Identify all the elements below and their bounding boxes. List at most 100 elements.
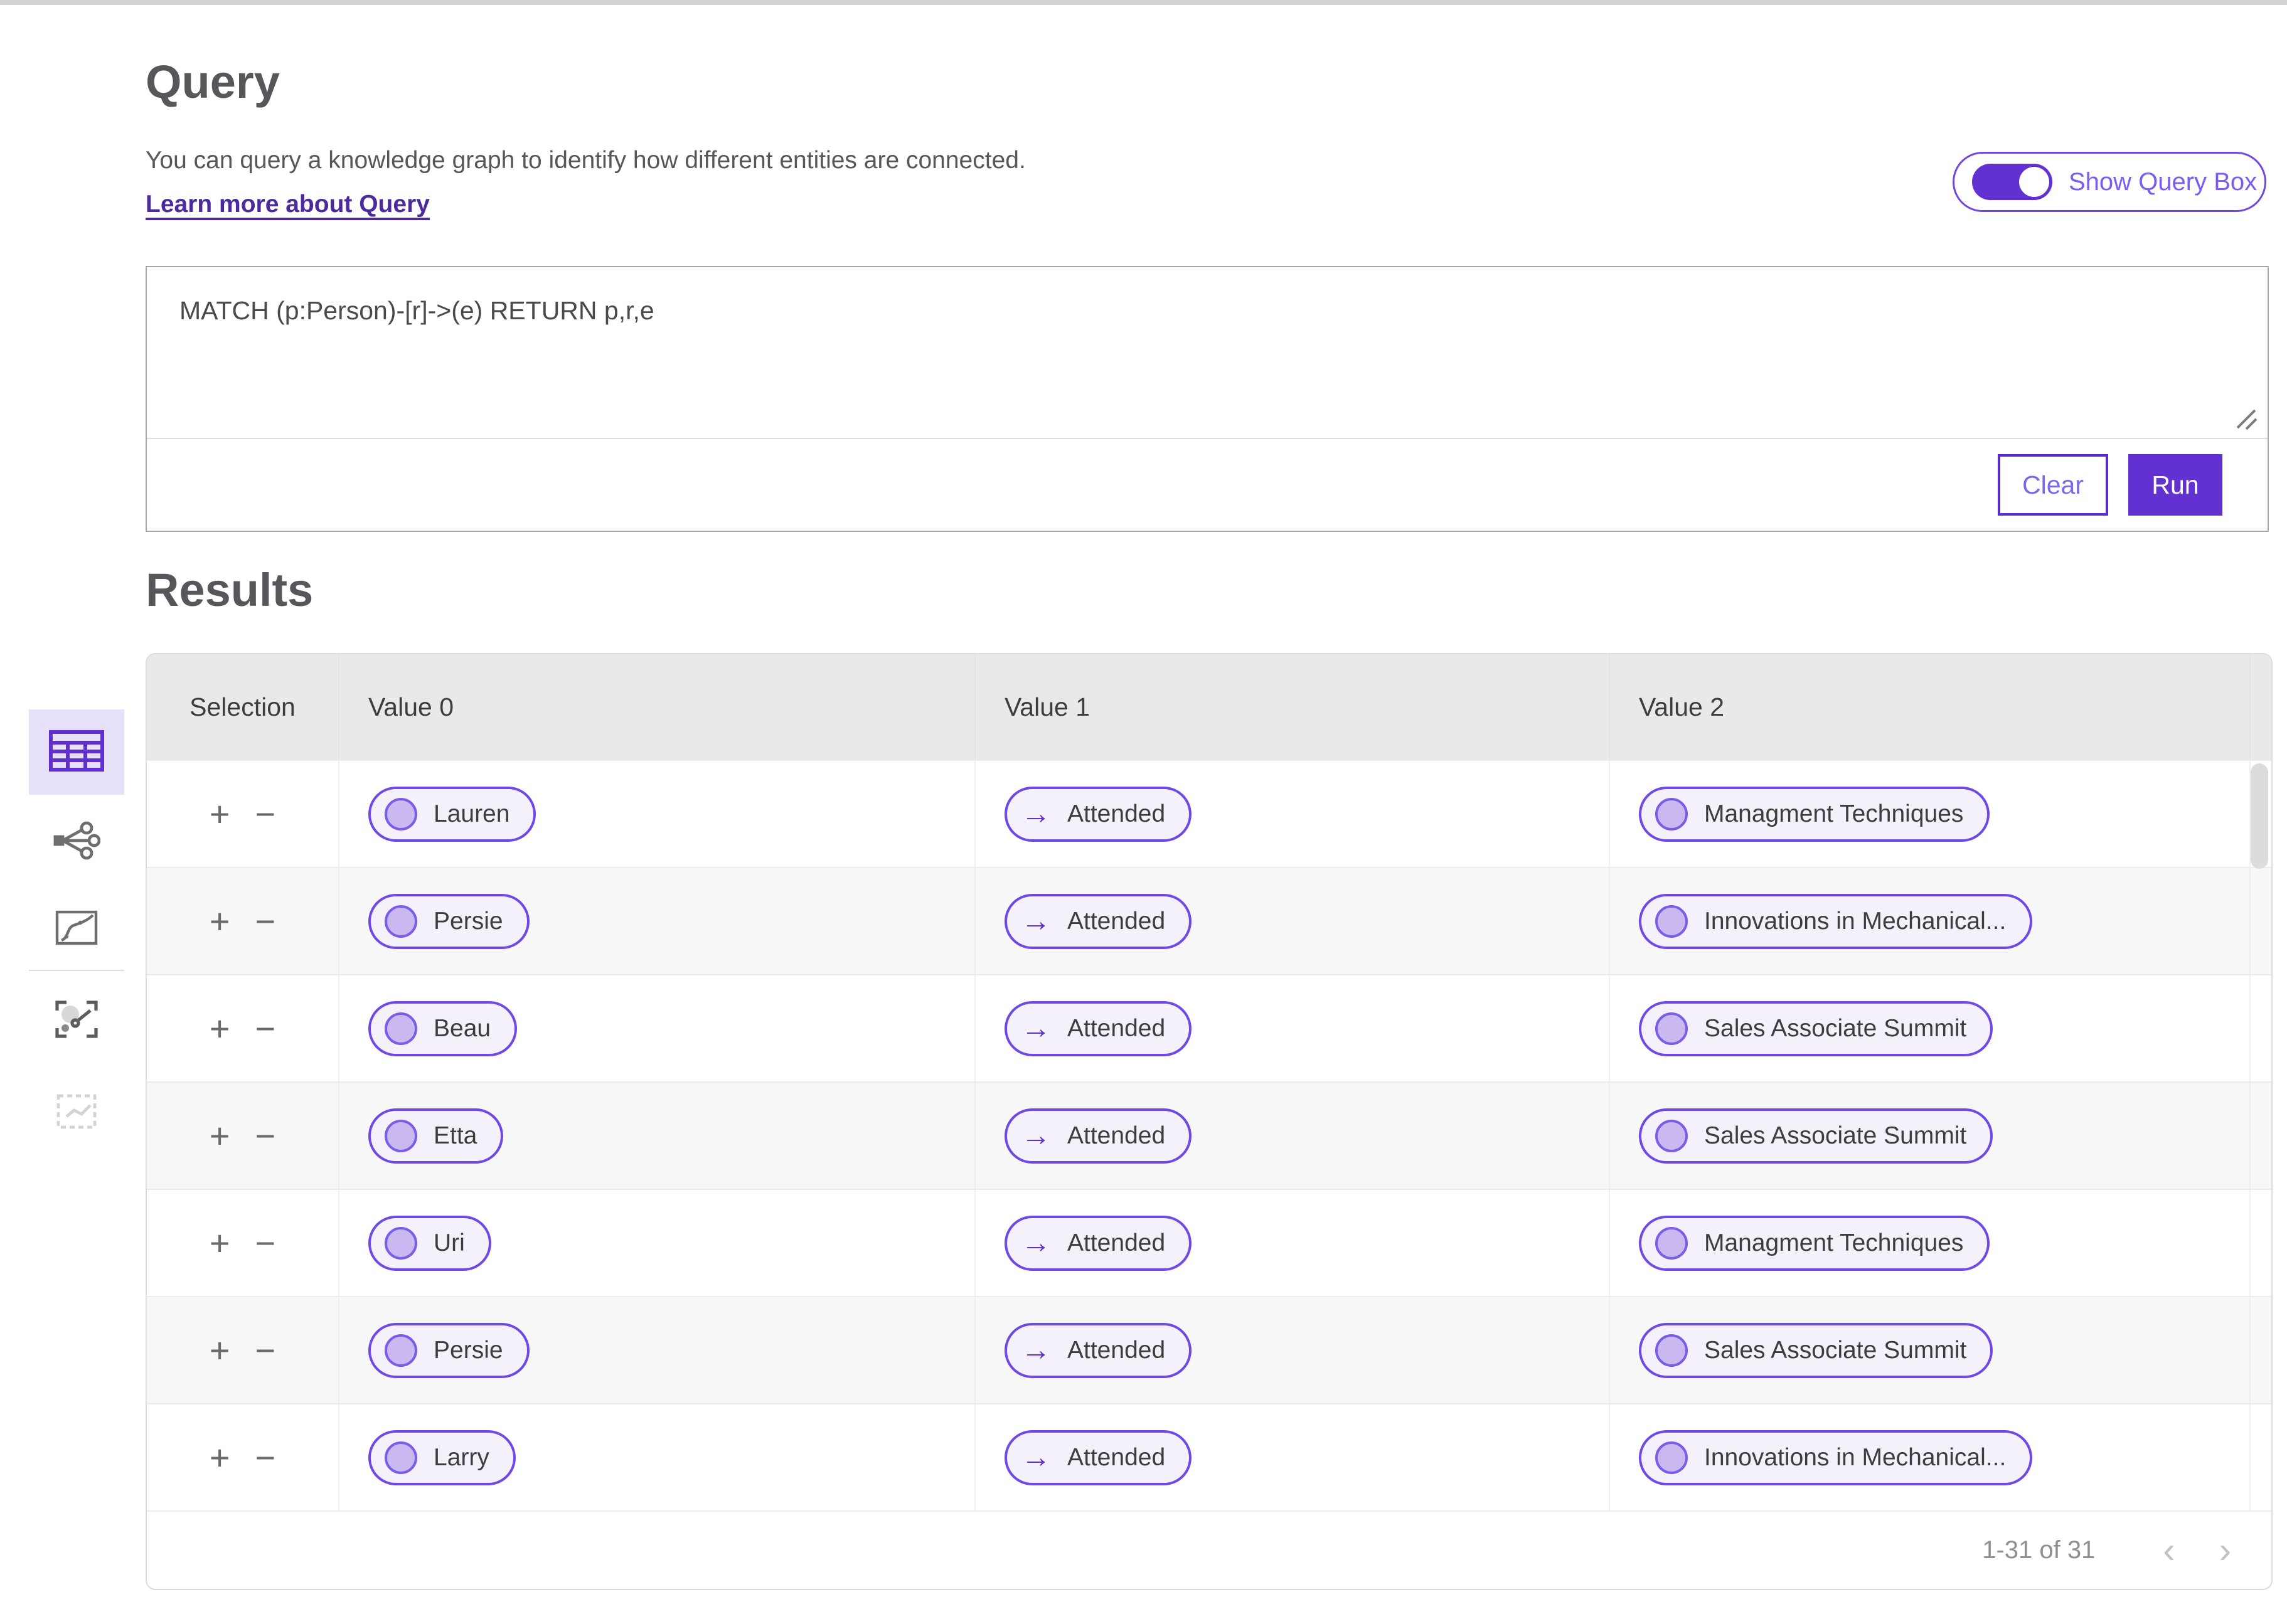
pagination-next-icon[interactable]: ›: [2219, 1529, 2231, 1571]
entity-label: Sales Associate Summit: [1704, 1336, 1967, 1364]
relation-label: Attended: [1067, 1014, 1166, 1042]
entity-pill[interactable]: Managment Techniques: [1639, 1215, 1990, 1271]
scrollbar-gutter-header: [2249, 654, 2271, 760]
scrollbar-gutter-cell: [2249, 1297, 2271, 1403]
entity-pill[interactable]: Innovations in Mechanical...: [1639, 1430, 2033, 1485]
expand-row-button[interactable]: +: [209, 1115, 230, 1155]
arrow-right-icon: →: [1021, 1440, 1051, 1474]
relation-pill[interactable]: → Attended: [1005, 1430, 1192, 1485]
node-circle-icon: [385, 1012, 417, 1045]
table-row: + − Persie → Attended Sales Associate Su…: [147, 1296, 2271, 1403]
query-actions-row: Clear Run: [147, 439, 2268, 531]
entity-label: Managment Techniques: [1704, 1229, 1964, 1256]
entity-pill[interactable]: Managment Techniques: [1639, 786, 1990, 842]
value0-cell: Uri: [338, 1190, 974, 1296]
table-row: + − Etta → Attended Sales Associate Summ…: [147, 1081, 2271, 1189]
collapse-row-button[interactable]: −: [255, 1330, 276, 1370]
relation-pill[interactable]: → Attended: [1005, 786, 1192, 842]
collapse-row-button[interactable]: −: [255, 793, 276, 834]
value0-cell: Persie: [338, 1297, 974, 1403]
relation-pill[interactable]: → Attended: [1005, 893, 1192, 949]
value1-cell: → Attended: [974, 975, 1609, 1081]
entity-pill[interactable]: Sales Associate Summit: [1639, 1000, 1993, 1056]
expand-row-button[interactable]: +: [209, 1223, 230, 1263]
column-header-selection: Selection: [189, 692, 296, 721]
entity-pill[interactable]: Innovations in Mechanical...: [1639, 893, 2033, 949]
sidebar-divider: [29, 970, 124, 971]
relation-label: Attended: [1067, 1122, 1166, 1149]
relation-pill[interactable]: → Attended: [1005, 1000, 1192, 1056]
value2-cell: Managment Techniques: [1609, 1190, 2249, 1296]
table-scrollbar-thumb[interactable]: [2251, 763, 2268, 869]
node-circle-icon: [385, 1334, 417, 1367]
table-header-row: Selection Value 0 Value 1 Value 2: [147, 654, 2271, 760]
toggle-label: Show Query Box: [2069, 167, 2258, 196]
node-circle-icon: [385, 1226, 417, 1260]
page-description: You can query a knowledge graph to ident…: [146, 147, 1026, 174]
arrow-right-icon: →: [1021, 1011, 1051, 1045]
node-circle-icon: [385, 1441, 417, 1474]
sidebar-item-frame-graph-view[interactable]: [29, 978, 124, 1063]
entity-pill[interactable]: Lauren: [368, 786, 536, 842]
path-view-icon: [55, 910, 98, 948]
sidebar-item-table-view[interactable]: [29, 709, 124, 795]
relation-label: Attended: [1067, 1443, 1166, 1471]
relation-label: Attended: [1067, 1229, 1166, 1256]
relation-pill[interactable]: → Attended: [1005, 1108, 1192, 1164]
query-input[interactable]: MATCH (p:Person)-[r]->(e) RETURN p,r,e: [147, 267, 2268, 439]
selection-cell: + −: [147, 868, 338, 974]
entity-pill[interactable]: Sales Associate Summit: [1639, 1322, 1993, 1378]
node-circle-icon: [1655, 1226, 1688, 1260]
show-query-box-toggle[interactable]: Show Query Box: [1953, 152, 2266, 212]
table-row: + − Persie → Attended Innovations in Mec…: [147, 867, 2271, 974]
entity-pill[interactable]: Sales Associate Summit: [1639, 1108, 1993, 1164]
value0-cell: Persie: [338, 868, 974, 974]
run-button[interactable]: Run: [2128, 454, 2222, 516]
sidebar-item-path-view[interactable]: [29, 886, 124, 972]
relation-label: Attended: [1067, 1336, 1166, 1364]
entity-pill[interactable]: Uri: [368, 1215, 491, 1271]
expand-row-button[interactable]: +: [209, 1008, 230, 1048]
collapse-row-button[interactable]: −: [255, 1437, 276, 1477]
value1-cell: → Attended: [974, 1190, 1609, 1296]
frame-graph-view-icon: [55, 1000, 98, 1041]
collapse-row-button[interactable]: −: [255, 1115, 276, 1155]
sidebar-item-graph-view[interactable]: [29, 799, 124, 884]
scrollbar-gutter-cell: [2249, 1404, 2271, 1510]
value2-cell: Sales Associate Summit: [1609, 1297, 2249, 1403]
entity-label: Lauren: [434, 800, 510, 827]
entity-pill[interactable]: Beau: [368, 1000, 518, 1056]
expand-row-button[interactable]: +: [209, 901, 230, 941]
results-title: Results: [146, 564, 314, 616]
node-circle-icon: [1655, 1119, 1688, 1152]
relation-pill[interactable]: → Attended: [1005, 1215, 1192, 1271]
pagination-prev-icon[interactable]: ‹: [2163, 1529, 2175, 1571]
table-footer: 1-31 of 31 ‹ ›: [147, 1510, 2271, 1589]
relation-label: Attended: [1067, 907, 1166, 935]
collapse-row-button[interactable]: −: [255, 901, 276, 941]
entity-pill[interactable]: Larry: [368, 1430, 516, 1485]
expand-row-button[interactable]: +: [209, 1330, 230, 1370]
table-row: + − Beau → Attended Sales Associate Summ…: [147, 974, 2271, 1081]
collapse-row-button[interactable]: −: [255, 1223, 276, 1263]
entity-pill[interactable]: Persie: [368, 893, 530, 949]
arrow-right-icon: →: [1021, 1226, 1051, 1260]
expand-row-button[interactable]: +: [209, 1437, 230, 1477]
expand-row-button[interactable]: +: [209, 793, 230, 834]
clear-button[interactable]: Clear: [1998, 454, 2108, 516]
resize-grip-icon[interactable]: [2230, 403, 2258, 433]
toggle-switch-icon: [1972, 164, 2052, 200]
entity-pill[interactable]: Persie: [368, 1322, 530, 1378]
collapse-row-button[interactable]: −: [255, 1008, 276, 1048]
entity-pill[interactable]: Etta: [368, 1108, 504, 1164]
learn-more-link[interactable]: Learn more about Query: [146, 191, 430, 218]
table-view-icon: [49, 730, 104, 775]
results-table: Selection Value 0 Value 1 Value 2 + − La…: [146, 653, 2273, 1590]
column-header-value1: Value 1: [974, 654, 1609, 760]
relation-pill[interactable]: → Attended: [1005, 1322, 1192, 1378]
entity-label: Sales Associate Summit: [1704, 1122, 1967, 1149]
selection-cell: + −: [147, 761, 338, 867]
sidebar-item-selection-frame-view: [29, 1070, 124, 1155]
column-header-value0: Value 0: [338, 654, 974, 760]
value0-cell: Larry: [338, 1404, 974, 1510]
